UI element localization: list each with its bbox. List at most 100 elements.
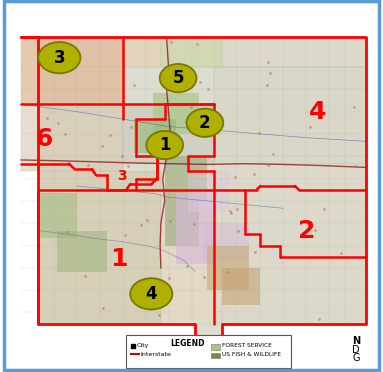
Text: US FISH & WILDLIFE: US FISH & WILDLIFE — [222, 352, 281, 357]
Point — [54, 120, 61, 126]
Point — [129, 288, 136, 294]
Point — [191, 221, 197, 227]
Point — [82, 273, 88, 279]
Point — [352, 163, 358, 169]
Ellipse shape — [146, 131, 183, 159]
Polygon shape — [176, 193, 214, 264]
Point — [99, 142, 105, 148]
Point — [232, 174, 238, 180]
Point — [316, 316, 322, 322]
Point — [138, 222, 144, 228]
Point — [194, 41, 200, 47]
Ellipse shape — [187, 109, 223, 137]
Point — [321, 206, 327, 212]
Point — [228, 209, 234, 215]
Point — [119, 154, 125, 160]
Text: 1: 1 — [159, 136, 170, 154]
Point — [128, 124, 134, 130]
Point — [338, 250, 344, 256]
Polygon shape — [207, 246, 249, 290]
Point — [163, 155, 169, 161]
Text: 2: 2 — [199, 114, 211, 132]
Text: 5: 5 — [169, 66, 187, 90]
Polygon shape — [161, 171, 222, 324]
Polygon shape — [165, 156, 207, 201]
Point — [168, 39, 174, 45]
Point — [256, 130, 262, 136]
Point — [313, 227, 319, 233]
Point — [107, 132, 113, 138]
Point — [167, 218, 173, 224]
Polygon shape — [123, 37, 161, 67]
Polygon shape — [21, 37, 366, 344]
Text: 4: 4 — [309, 100, 327, 124]
Point — [165, 294, 171, 300]
Bar — [211, 353, 220, 358]
Text: N: N — [352, 337, 360, 346]
Point — [264, 82, 270, 88]
Text: 4: 4 — [146, 285, 157, 303]
Ellipse shape — [38, 42, 80, 73]
Point — [138, 290, 144, 296]
Point — [62, 131, 69, 137]
Point — [267, 70, 273, 76]
Point — [197, 78, 203, 84]
Text: Interstate: Interstate — [140, 352, 171, 357]
Point — [251, 171, 257, 177]
Point — [265, 162, 271, 168]
Point — [170, 142, 176, 148]
Text: LEGEND: LEGEND — [170, 339, 205, 348]
Point — [270, 151, 276, 157]
Point — [44, 115, 50, 121]
Polygon shape — [214, 67, 366, 164]
Point — [350, 104, 357, 110]
Polygon shape — [203, 223, 249, 260]
Ellipse shape — [160, 64, 196, 92]
Point — [162, 280, 168, 286]
Point — [205, 86, 211, 92]
Text: 6: 6 — [35, 128, 53, 151]
Point — [64, 228, 70, 234]
Polygon shape — [123, 104, 214, 164]
Bar — [126, 335, 291, 368]
Point — [208, 129, 214, 135]
Point — [125, 163, 131, 169]
Point — [188, 104, 195, 110]
Text: 3: 3 — [54, 49, 65, 67]
Text: G: G — [352, 353, 360, 363]
Point — [154, 157, 160, 163]
Point — [144, 217, 151, 223]
Polygon shape — [188, 171, 230, 212]
Polygon shape — [222, 268, 260, 305]
Point — [165, 151, 172, 157]
Polygon shape — [21, 37, 123, 104]
Point — [166, 275, 172, 281]
Polygon shape — [57, 231, 107, 272]
Point — [184, 263, 190, 269]
Point — [307, 124, 313, 130]
Text: 5: 5 — [172, 69, 184, 87]
Point — [156, 312, 162, 318]
Text: 3: 3 — [117, 169, 127, 183]
Polygon shape — [153, 93, 199, 134]
Point — [185, 81, 191, 87]
Point — [235, 228, 241, 234]
Polygon shape — [21, 104, 123, 171]
Point — [252, 249, 258, 255]
Point — [122, 232, 128, 238]
Point — [131, 82, 137, 88]
Polygon shape — [38, 171, 161, 324]
Point — [234, 206, 240, 212]
Text: 1: 1 — [110, 247, 128, 270]
Point — [299, 218, 305, 224]
Text: FOREST SERVICE: FOREST SERVICE — [222, 343, 272, 349]
Text: 2: 2 — [298, 219, 315, 243]
Bar — [211, 344, 220, 350]
Polygon shape — [222, 164, 366, 324]
Polygon shape — [134, 119, 176, 153]
Text: D: D — [352, 345, 360, 355]
Point — [100, 305, 106, 311]
Polygon shape — [161, 37, 222, 67]
Polygon shape — [165, 201, 199, 246]
Point — [225, 269, 231, 275]
